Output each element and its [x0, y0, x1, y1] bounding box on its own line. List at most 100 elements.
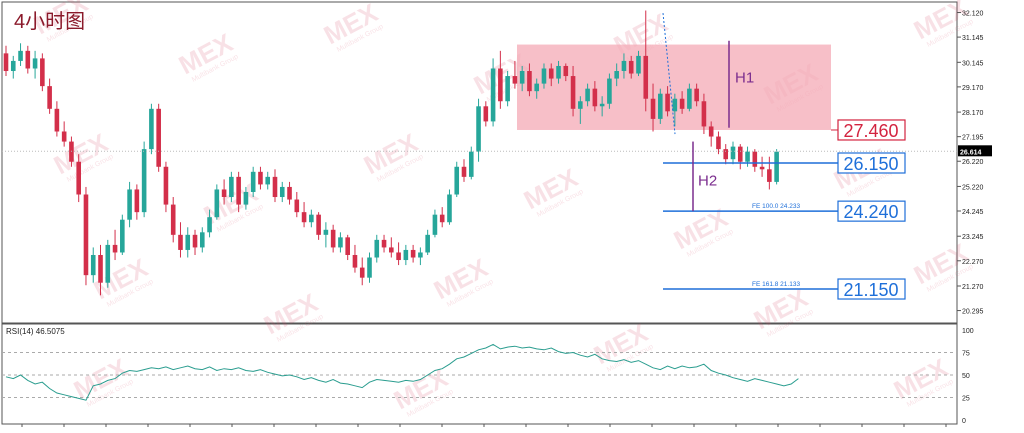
resistance-zone-layer [517, 44, 831, 130]
candle-body [548, 68, 554, 79]
candle-body [461, 166, 467, 177]
candle-body [403, 249, 409, 261]
candle-body [352, 254, 358, 268]
price-axis-label: 29.170 [962, 85, 984, 92]
level-label-box [837, 119, 906, 141]
level-label: 21.150 [843, 280, 898, 300]
candle-body [316, 214, 321, 235]
candle-body [439, 214, 445, 223]
candle-body [367, 257, 372, 278]
annotations-layer: H1 H2 [662, 12, 754, 212]
candle-body [665, 93, 670, 112]
candle-body [243, 191, 249, 205]
candle-body [105, 244, 111, 283]
price-axis-label: 27.195 [962, 135, 984, 142]
candle-body [279, 186, 285, 198]
price-axis-label: 23.245 [962, 234, 984, 241]
candle-body [599, 103, 605, 107]
price-axis-label: 26.220 [962, 159, 984, 166]
candle-body [534, 83, 540, 92]
price-axis: 32.120 31.145 30.145 29.170 28.170 27.195 26.2… [957, 11, 992, 316]
candle-body [207, 217, 212, 233]
candle-body [345, 237, 350, 255]
candle-body [54, 108, 60, 132]
candle-body [563, 65, 569, 77]
candle-body [628, 60, 634, 74]
price-axis-label: 30.145 [962, 60, 984, 67]
candle-body [301, 212, 307, 223]
candle-body [621, 60, 627, 72]
candle-body [468, 151, 474, 177]
price-axis-label: 20.295 [962, 309, 984, 316]
fib-swing-line [662, 12, 676, 135]
price-axis-label: 25.220 [962, 184, 984, 191]
candle-body [40, 58, 45, 87]
price-axis-label: 31.145 [962, 35, 984, 42]
candle-body [650, 98, 656, 119]
candle-body [323, 229, 329, 235]
candle-body [141, 149, 147, 213]
level-label-box [837, 200, 906, 222]
rsi-axis-label: 50 [962, 373, 970, 380]
candle-body [512, 76, 518, 84]
fib-extension-text: FE 100.0 24.233 [752, 203, 800, 210]
candle-body [527, 71, 532, 92]
candle-body [98, 254, 103, 283]
candle-body [185, 234, 191, 250]
candle-body [578, 101, 583, 109]
candle-body [309, 214, 314, 223]
candle-body [556, 65, 561, 79]
candle-body [454, 166, 460, 195]
candle-body [745, 151, 750, 162]
candle-body [730, 146, 736, 160]
candle-body [10, 60, 16, 72]
price-axis-label: 32.120 [962, 11, 984, 18]
candle-body [250, 171, 256, 192]
price-axis-label: 24.245 [962, 209, 984, 216]
candle-body [25, 50, 31, 69]
candle-body [170, 204, 176, 235]
price-axis-label: 21.270 [962, 284, 984, 291]
candle-body [636, 55, 641, 74]
candle-body [214, 189, 220, 218]
candle-body [505, 76, 510, 102]
candle-body [389, 247, 394, 253]
candle-body [476, 106, 481, 152]
candle-body [229, 176, 234, 198]
candle-body [694, 88, 699, 102]
candle-body [294, 199, 300, 213]
rsi-panel-frame [1, 323, 958, 425]
h2-label: H2 [698, 173, 717, 190]
rsi-title: RSI(14) 46.5075 [6, 327, 65, 336]
candle-body [716, 136, 721, 150]
candle-body [134, 189, 140, 213]
candle-body [76, 161, 81, 195]
candle-body [658, 93, 663, 119]
candle-body [767, 169, 772, 182]
rsi-line [5, 343, 799, 401]
candle-body [585, 88, 590, 102]
candle-body [338, 237, 343, 248]
candle-body [425, 234, 430, 253]
level-label: 26.150 [843, 154, 898, 174]
candle-body [614, 71, 619, 79]
candle-body [199, 232, 205, 248]
candle-body [541, 68, 547, 84]
candle-body [607, 78, 612, 104]
candle-body [490, 68, 496, 122]
candle-body [672, 98, 678, 112]
candle-body [410, 249, 416, 258]
candle-body [708, 126, 714, 137]
candle-body [432, 214, 438, 235]
candle-body [192, 234, 198, 248]
rsi-axis-label: 25 [962, 396, 970, 403]
candle-body [483, 106, 489, 122]
candle-body [265, 176, 271, 185]
candle-body [519, 71, 525, 84]
candle-body [752, 151, 758, 167]
candle-body [759, 166, 765, 170]
candle-body [418, 252, 423, 258]
